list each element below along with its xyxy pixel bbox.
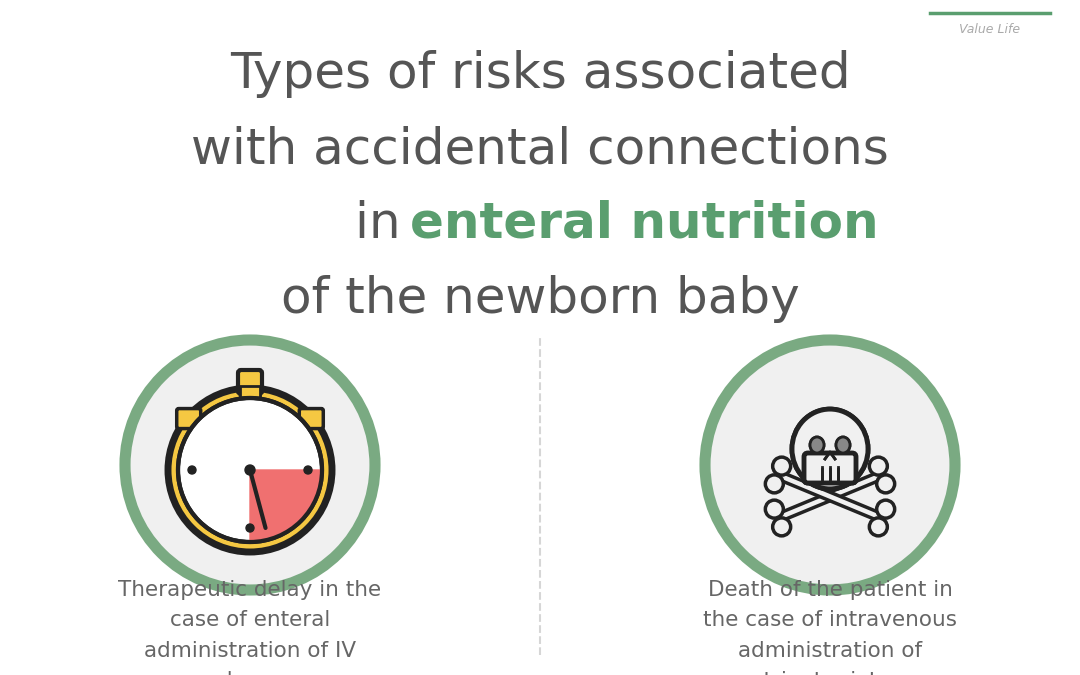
Circle shape: [188, 466, 195, 474]
Circle shape: [877, 500, 894, 518]
Ellipse shape: [810, 437, 824, 453]
FancyBboxPatch shape: [299, 408, 323, 429]
Circle shape: [766, 475, 783, 493]
Circle shape: [705, 340, 955, 590]
FancyBboxPatch shape: [240, 386, 260, 398]
Circle shape: [125, 340, 375, 590]
FancyBboxPatch shape: [177, 408, 201, 429]
Circle shape: [303, 466, 312, 474]
Ellipse shape: [792, 409, 868, 489]
Ellipse shape: [836, 437, 850, 453]
Text: Therapeutic delay in the
case of enteral
administration of IV
drugs: Therapeutic delay in the case of enteral…: [119, 580, 381, 675]
Text: Death of the patient in
the case of intravenous
administration of
nutrient mixtu: Death of the patient in the case of intr…: [703, 580, 957, 675]
Circle shape: [869, 457, 888, 475]
Text: Value Life: Value Life: [959, 23, 1021, 36]
Circle shape: [168, 388, 332, 552]
Text: of the newborn baby: of the newborn baby: [281, 275, 799, 323]
Text: enteral nutrition: enteral nutrition: [410, 200, 879, 248]
Circle shape: [766, 500, 783, 518]
Polygon shape: [249, 470, 322, 542]
Text: in: in: [355, 200, 417, 248]
FancyBboxPatch shape: [238, 370, 262, 394]
Polygon shape: [777, 471, 883, 522]
Circle shape: [877, 475, 894, 493]
Text: Types of risks associated: Types of risks associated: [230, 50, 850, 98]
Circle shape: [772, 518, 791, 536]
Circle shape: [869, 518, 888, 536]
FancyBboxPatch shape: [804, 453, 856, 483]
Ellipse shape: [792, 409, 868, 489]
Ellipse shape: [836, 437, 850, 453]
FancyBboxPatch shape: [804, 453, 856, 483]
Circle shape: [246, 524, 254, 532]
Circle shape: [178, 398, 322, 542]
Text: with accidental connections: with accidental connections: [191, 125, 889, 173]
Ellipse shape: [810, 437, 824, 453]
Circle shape: [245, 465, 255, 475]
Circle shape: [772, 457, 791, 475]
Polygon shape: [777, 471, 883, 522]
